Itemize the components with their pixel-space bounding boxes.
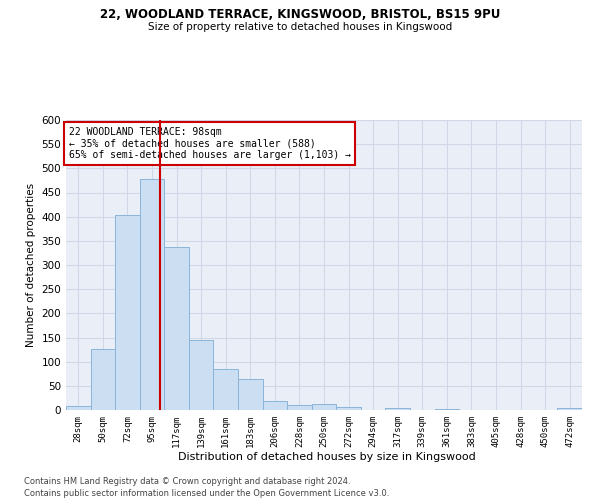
Bar bbox=[140, 180, 164, 410]
Bar bbox=[434, 408, 459, 410]
Bar bbox=[263, 402, 287, 410]
Bar bbox=[238, 378, 263, 410]
Bar bbox=[287, 404, 312, 410]
Bar bbox=[312, 404, 336, 410]
Bar bbox=[164, 246, 189, 410]
Y-axis label: Number of detached properties: Number of detached properties bbox=[26, 183, 36, 347]
Text: Distribution of detached houses by size in Kingswood: Distribution of detached houses by size … bbox=[178, 452, 476, 462]
Text: 22, WOODLAND TERRACE, KINGSWOOD, BRISTOL, BS15 9PU: 22, WOODLAND TERRACE, KINGSWOOD, BRISTOL… bbox=[100, 8, 500, 20]
Bar bbox=[66, 406, 91, 410]
Text: Size of property relative to detached houses in Kingswood: Size of property relative to detached ho… bbox=[148, 22, 452, 32]
Bar bbox=[189, 340, 214, 410]
Bar bbox=[115, 215, 140, 410]
Bar bbox=[336, 407, 361, 410]
Text: 22 WOODLAND TERRACE: 98sqm
← 35% of detached houses are smaller (588)
65% of sem: 22 WOODLAND TERRACE: 98sqm ← 35% of deta… bbox=[68, 127, 350, 160]
Bar bbox=[91, 348, 115, 410]
Bar bbox=[214, 369, 238, 410]
Bar bbox=[385, 408, 410, 410]
Text: Contains HM Land Registry data © Crown copyright and database right 2024.: Contains HM Land Registry data © Crown c… bbox=[24, 478, 350, 486]
Text: Contains public sector information licensed under the Open Government Licence v3: Contains public sector information licen… bbox=[24, 489, 389, 498]
Bar bbox=[557, 408, 582, 410]
